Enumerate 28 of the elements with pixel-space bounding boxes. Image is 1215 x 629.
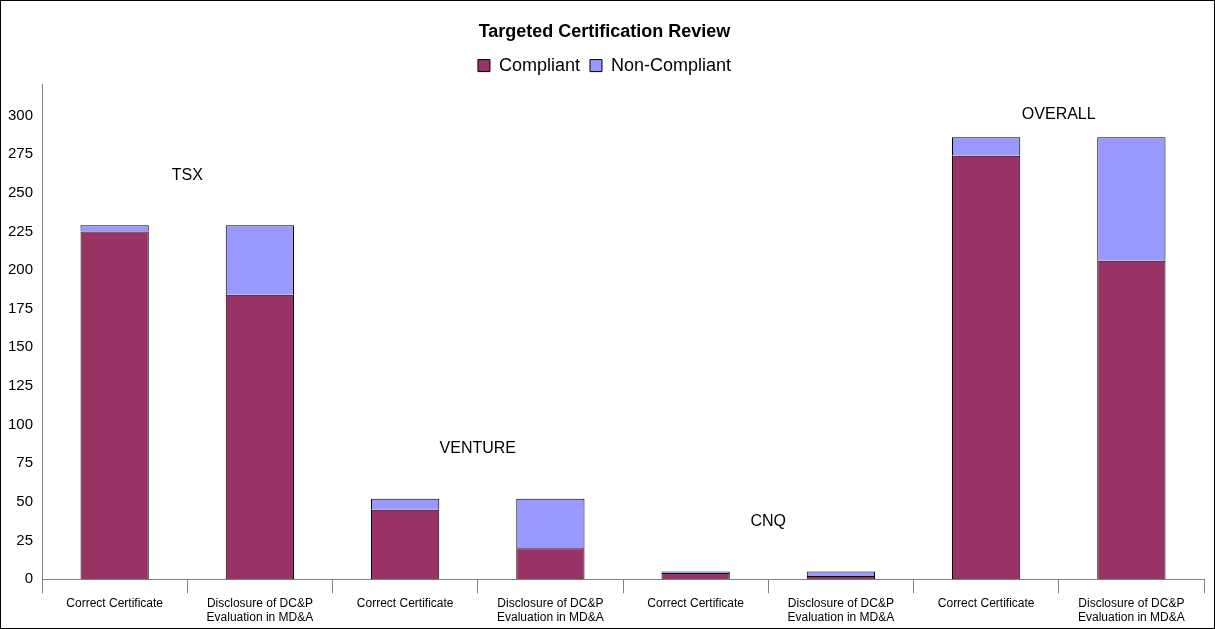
y-tick-label: 225 xyxy=(8,221,34,239)
legend-label: Non-Compliant xyxy=(610,54,732,75)
y-tick-label: 100 xyxy=(8,414,34,432)
x-tick-label: Disclosure of DC&P Evaluation in MD&A xyxy=(1078,595,1185,625)
x-tick-label: Correct Certificate xyxy=(66,595,164,610)
y-tick-label: 250 xyxy=(8,182,34,200)
y-tick-label: 125 xyxy=(8,376,34,394)
x-tick-label: Disclosure of DC&P Evaluation in MD&A xyxy=(206,595,314,625)
y-tick-label: 150 xyxy=(8,337,34,355)
y-tick-label: 175 xyxy=(8,298,34,316)
y-tick-label: 200 xyxy=(8,260,34,278)
x-tick-label: Correct Certificate xyxy=(647,595,745,610)
annotation: TSX xyxy=(171,165,204,183)
y-tick-label: 300 xyxy=(8,105,34,123)
y-tick-label: 25 xyxy=(16,530,34,548)
annotation: CNQ xyxy=(750,511,787,529)
chart-title: Targeted Certification Review xyxy=(478,20,732,41)
x-tick-label: Correct Certificate xyxy=(937,595,1035,610)
y-tick-label: 50 xyxy=(16,492,34,510)
y-tick-label: 275 xyxy=(8,144,34,162)
legend-label: Compliant xyxy=(498,54,580,75)
x-tick-label: Disclosure of DC&P Evaluation in MD&A xyxy=(787,595,895,625)
y-tick-label: 75 xyxy=(16,453,34,471)
x-tick-label: Correct Certificate xyxy=(356,595,454,610)
x-tick-label: Disclosure of DC&P Evaluation in MD&A xyxy=(497,595,604,625)
annotation: VENTURE xyxy=(439,439,516,457)
annotation: OVERALL xyxy=(1021,105,1096,123)
y-tick-label: 0 xyxy=(24,569,34,587)
